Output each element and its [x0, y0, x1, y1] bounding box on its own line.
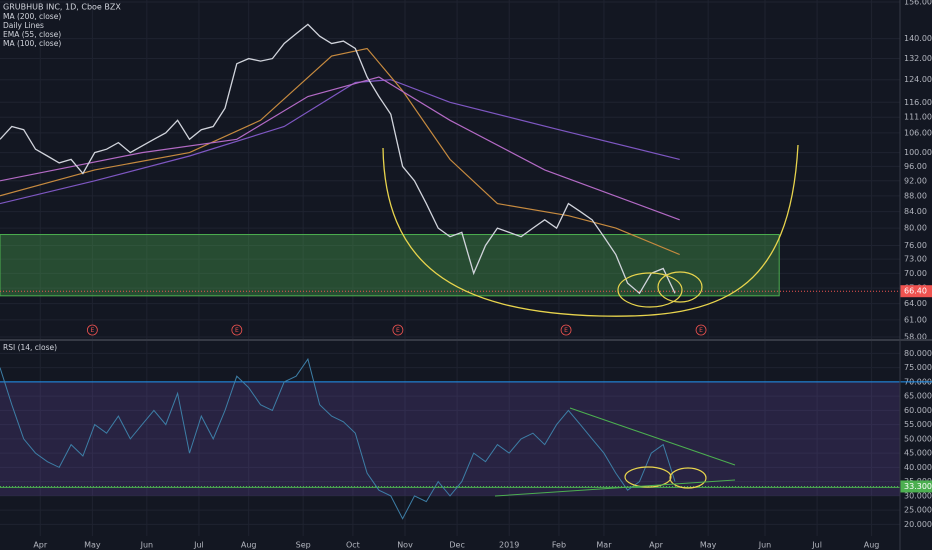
- y-tick-label: 20.0000: [904, 520, 932, 529]
- y-tick-label: 73.00: [904, 255, 927, 264]
- y-tick-label: 55.0000: [904, 420, 932, 429]
- x-tick-label: Aug: [864, 541, 880, 550]
- event-marker: [231, 324, 243, 336]
- x-tick-label: Jun: [140, 541, 154, 550]
- event-label: E: [235, 327, 239, 334]
- x-tick-label: Nov: [397, 541, 413, 550]
- price-line: [0, 23, 676, 295]
- y-tick-label: 92.00: [904, 176, 927, 185]
- y-tick-label: 100.00: [904, 148, 932, 157]
- y-tick-label: 25.0000: [904, 506, 932, 515]
- x-tick-label: Aug: [241, 541, 257, 550]
- annotation-ellipse: [657, 271, 703, 303]
- event-label: E: [564, 327, 568, 334]
- y-tick-label: 106.00: [904, 128, 932, 137]
- y-tick-label: 84.00: [904, 207, 927, 216]
- x-tick-label: Apr: [649, 541, 664, 550]
- x-tick-label: Mar: [596, 541, 612, 550]
- y-tick-label: 75.0000: [904, 363, 932, 372]
- rsi-title: RSI (14, close): [3, 343, 57, 352]
- legend-item: EMA (55, close): [3, 30, 61, 39]
- x-tick-label: Sep: [296, 541, 311, 550]
- last-value-tag: [900, 285, 932, 298]
- y-tick-label: 76.00: [904, 241, 927, 250]
- trend-line: [569, 407, 736, 466]
- y-tick-label: 40.0000: [904, 463, 932, 472]
- y-tick-label: 64.00: [904, 299, 927, 308]
- y-tick-label: 116.00: [904, 98, 932, 107]
- support-zone: [0, 234, 780, 297]
- annotation-ellipse: [617, 272, 683, 308]
- x-tick-label: May: [700, 541, 717, 550]
- trend-line: [494, 479, 736, 497]
- x-tick-label: Jul: [811, 541, 822, 550]
- y-tick-label: 96.00: [904, 162, 927, 171]
- moving-average: [0, 79, 680, 205]
- annotation-ellipse: [624, 466, 672, 488]
- event-marker: [695, 324, 707, 336]
- annotation-ellipse: [669, 467, 707, 489]
- x-tick-label: 2019: [499, 541, 519, 550]
- y-tick-label: 58.00: [904, 333, 927, 342]
- y-tick-label: 30.0000: [904, 491, 932, 500]
- y-tick-label: 60.0000: [904, 406, 932, 415]
- last-value-label: 33.3000: [904, 482, 932, 491]
- event-marker: [392, 324, 404, 336]
- y-tick-label: 50.0000: [904, 434, 932, 443]
- moving-average: [0, 76, 680, 221]
- y-tick-label: 80.0000: [904, 349, 932, 358]
- y-tick-label: 132.00: [904, 54, 932, 63]
- x-tick-label: Jun: [758, 541, 772, 550]
- y-tick-label: 45.0000: [904, 449, 932, 458]
- moving-average: [0, 47, 680, 256]
- x-tick-label: May: [84, 541, 101, 550]
- y-tick-label: 80.00: [904, 224, 927, 233]
- y-tick-label: 70.00: [904, 269, 927, 278]
- x-tick-label: Jul: [193, 541, 204, 550]
- y-tick-label: 140.00: [904, 34, 932, 43]
- event-label: E: [90, 327, 94, 334]
- rsi-line: [0, 357, 676, 520]
- annotation-curve: [382, 144, 799, 317]
- legend: GRUBHUB INC, 1D, Cboe BZX MA (200, close…: [3, 3, 121, 353]
- event-label: E: [396, 327, 400, 334]
- event-marker: [86, 324, 98, 336]
- legend-item: Daily Lines: [3, 21, 44, 30]
- event-label: E: [699, 327, 703, 334]
- legend-item: MA (200, close): [3, 12, 61, 21]
- legend-item: MA (100, close): [3, 39, 61, 48]
- y-tick-label: 124.00: [904, 75, 932, 84]
- rsi-band: [0, 381, 900, 496]
- x-tick-label: Dec: [449, 541, 464, 550]
- y-tick-label: 65.0000: [904, 392, 932, 401]
- x-tick-label: Feb: [552, 541, 566, 550]
- y-tick-label: 111.00: [904, 113, 932, 122]
- chart-title: GRUBHUB INC, 1D, Cboe BZX: [3, 3, 121, 12]
- last-value-tag: [900, 480, 932, 493]
- y-tick-label: 88.00: [904, 191, 927, 200]
- y-tick-label: 61.00: [904, 315, 927, 324]
- x-tick-label: Oct: [346, 541, 360, 550]
- event-marker: [560, 324, 572, 336]
- y-tick-label: 156.00: [904, 0, 932, 7]
- x-tick-label: Apr: [33, 541, 48, 550]
- last-value-label: 66.40: [904, 287, 927, 296]
